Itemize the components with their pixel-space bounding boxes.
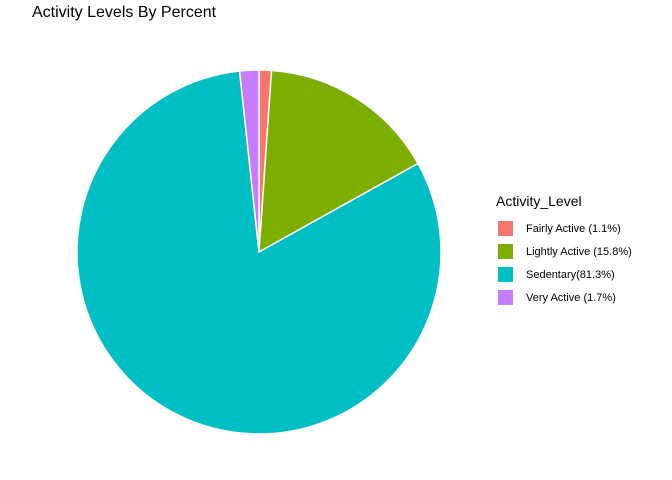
legend-swatch <box>497 220 514 237</box>
legend-label: Sedentary(81.3%) <box>526 268 615 281</box>
legend: Activity_Level Fairly Active (1.1%) Ligh… <box>496 193 632 309</box>
pie-slices <box>76 69 442 435</box>
legend-item-sedentary: Sedentary(81.3%) <box>496 263 632 286</box>
legend-title: Activity_Level <box>496 193 582 209</box>
legend-swatch <box>497 266 514 283</box>
pie-slice-very-active <box>238 69 260 253</box>
legend-label: Very Active (1.7%) <box>526 291 616 304</box>
pie-slice-sedentary <box>76 70 442 435</box>
chart-title: Activity Levels By Percent <box>32 4 217 21</box>
legend-swatch <box>497 243 514 260</box>
legend-item-very-active: Very Active (1.7%) <box>496 286 632 309</box>
legend-item-lightly-active: Lightly Active (15.8%) <box>496 240 632 263</box>
legend-item-fairly-active: Fairly Active (1.1%) <box>496 217 632 240</box>
legend-label: Lightly Active (15.8%) <box>526 245 632 258</box>
pie-slice-lightly-active <box>258 69 420 254</box>
legend-swatch <box>497 289 514 306</box>
legend-label: Fairly Active (1.1%) <box>526 222 621 235</box>
